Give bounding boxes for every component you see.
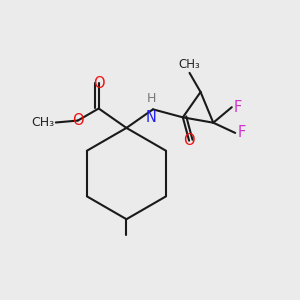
Text: CH₃: CH₃: [31, 116, 54, 129]
Text: CH₃: CH₃: [179, 58, 200, 71]
Text: O: O: [93, 76, 104, 91]
Text: N: N: [146, 110, 157, 125]
Text: F: F: [237, 125, 245, 140]
Text: H: H: [147, 92, 156, 105]
Text: O: O: [183, 133, 195, 148]
Text: F: F: [234, 100, 242, 115]
Text: O: O: [72, 113, 84, 128]
